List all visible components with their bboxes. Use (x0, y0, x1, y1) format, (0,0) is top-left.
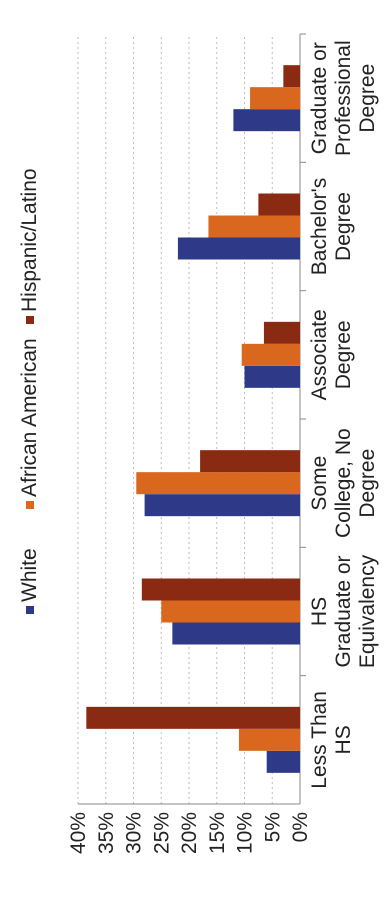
y-tick-label: 40% (67, 812, 90, 854)
bars (86, 65, 301, 773)
y-tick-label: 30% (123, 812, 146, 854)
bar-white (172, 622, 301, 645)
legend-swatch (26, 606, 34, 614)
bar-african-american (161, 600, 300, 623)
y-axis: 0%5%10%15%20%25%30%35%40% (67, 803, 312, 854)
gridlines (77, 34, 301, 804)
bar-hispanic-latino (263, 321, 300, 344)
y-tick-label: 35% (95, 812, 118, 854)
y-tick-label: 10% (234, 812, 257, 854)
bar-white (233, 109, 300, 132)
legend-label: African American (18, 338, 41, 497)
bar-african-american (238, 728, 300, 751)
y-tick-label: 15% (206, 812, 229, 854)
y-tick-label: 20% (178, 812, 201, 854)
category-label: SomeCollege, NoDegree (308, 428, 379, 538)
legend-swatch (26, 316, 34, 324)
x-axis: Less ThanHS HSGraduate orEquivalency SomeC… (299, 33, 379, 804)
bar-african-american (208, 215, 300, 238)
legend-label: Hispanic/Latino (18, 168, 41, 312)
bar-white (177, 237, 300, 260)
bar-hispanic-latino (141, 578, 300, 601)
bar-hispanic-latino (86, 706, 300, 729)
bar-hispanic-latino (283, 65, 301, 88)
bar-hispanic-latino (258, 193, 300, 216)
legend-label: White (18, 548, 41, 602)
bar-african-american (136, 472, 300, 495)
category-label: HSGraduate orEquivalency (308, 554, 379, 668)
bar-white (144, 494, 300, 517)
y-tick-label: 25% (150, 812, 173, 854)
category-label: Bachelor'sDegree (308, 178, 355, 275)
y-tick-label: 5% (261, 812, 284, 842)
bar-african-american (241, 343, 301, 366)
category-label: Graduate orProfessionalDegree (308, 40, 379, 156)
bar-white (244, 365, 300, 388)
legend: White African American Hispanic/Latino (18, 168, 41, 614)
bar-white (266, 750, 301, 773)
bar-hispanic-latino (200, 450, 301, 473)
y-tick-label: 0% (289, 812, 312, 842)
bar-african-american (250, 87, 301, 110)
legend-swatch (26, 501, 34, 509)
category-label: Less ThanHS (308, 691, 355, 789)
category-label: AssociateDegree (308, 309, 355, 400)
